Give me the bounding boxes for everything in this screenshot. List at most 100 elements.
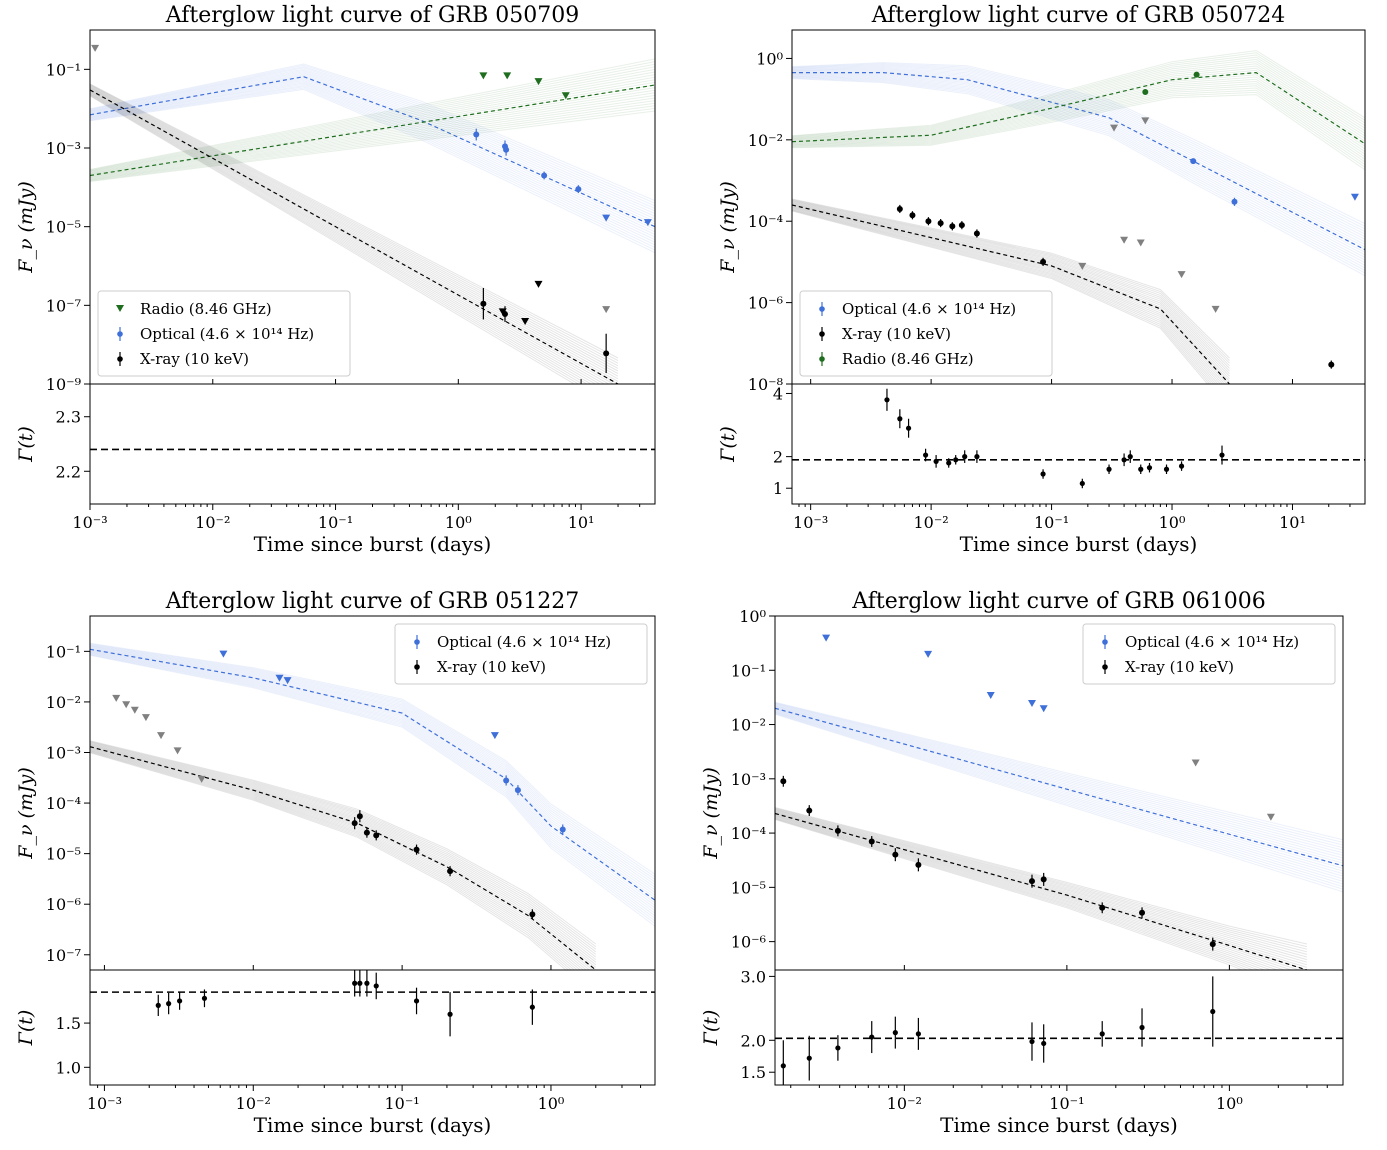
- chart-1-ytick-label-2: 10⁻⁵: [46, 218, 81, 237]
- chart-3-model-1-sample-2: [90, 741, 597, 950]
- chart-1-upper-limit-1: [479, 72, 488, 80]
- chart-1-model-2-median: [90, 89, 619, 384]
- chart-3-detection-3: [351, 820, 358, 827]
- chart-1-upper-limit-8: [521, 317, 530, 325]
- chart-4-gtick-label-0: 1.5: [741, 1063, 766, 1082]
- chart-4-gamma-label: Γ(t): [700, 1010, 722, 1047]
- chart-2-gamma-point-15: [1146, 465, 1153, 471]
- chart-1-upper-limit-2: [503, 72, 512, 80]
- chart-3-model-0-sample-4: [90, 645, 655, 886]
- chart-2-detection-11: [1190, 158, 1197, 165]
- chart-2-model-2-sample-18: [792, 209, 1213, 384]
- chart-3-detection-5: [363, 829, 370, 836]
- chart-1-model-0-sample-14: [90, 81, 655, 238]
- chart-1-ytick-label-1: 10⁻⁷: [46, 296, 81, 315]
- chart-3-model-0-sample-7: [90, 647, 655, 893]
- chart-1-model-1-sample-3: [90, 66, 655, 172]
- chart-2-upper-limit-6: [1211, 305, 1220, 313]
- chart-1-model-2-sample-7: [90, 87, 619, 377]
- chart-3-model-1-sample-12: [90, 747, 591, 970]
- chart-2-model-1-sample-3: [792, 56, 1365, 138]
- chart-1-model-0-sample-1: [90, 64, 655, 204]
- chart-1-models: [90, 44, 655, 384]
- chart-2-ytick-label-1: 10⁻⁶: [748, 294, 783, 313]
- chart-4-detection-9: [1139, 909, 1146, 916]
- chart-4-model-0-sample-15: [775, 710, 1343, 880]
- chart-1-upper-limit-5: [602, 214, 611, 222]
- chart-2-model-0-sample-15: [792, 75, 1365, 264]
- chart-4-model-0-sample-9: [775, 707, 1343, 864]
- chart-4-ytick-label-4: 10⁻²: [731, 716, 766, 735]
- chart-2-gamma-frame: [791, 383, 1366, 505]
- chart-3-gamma-point-7: [373, 983, 379, 989]
- chart-2-model-2-sample-2: [792, 199, 1230, 364]
- chart-4-model-0-sample-5: [775, 704, 1343, 854]
- chart-4-ytick-label-1: 10⁻⁵: [731, 878, 766, 897]
- chart-1-upper-limit-9: [534, 280, 543, 288]
- chart-3-model-1-sample-1: [90, 740, 597, 947]
- chart-3-detection-0: [503, 777, 510, 784]
- chart-3-model-1-sample-3: [90, 742, 597, 953]
- chart-2-detection-1: [909, 212, 916, 219]
- chart-4-model-0-sample-18: [775, 712, 1343, 888]
- chart-2-gamma-point-3: [923, 452, 929, 458]
- chart-2-model-2-sample-15: [792, 207, 1219, 384]
- chart-3-model-0-median: [90, 648, 655, 901]
- chart-2-model-2-sample-4: [792, 200, 1230, 369]
- chart-3-gtick-label-0: 1.0: [56, 1058, 81, 1077]
- chart-1-model-0-sample-16: [90, 83, 655, 243]
- chart-4-detection-6: [1028, 878, 1035, 885]
- chart-2-model-2-median: [792, 204, 1230, 384]
- chart-1-upper-limit-3: [534, 78, 543, 86]
- chart-2-model-0-sample-11: [792, 72, 1365, 253]
- chart-2-xtick-label-0: 10⁻³: [793, 513, 828, 532]
- chart-1-legend-marker-1: [117, 331, 123, 337]
- chart-4-ytick-label-5: 10⁻¹: [731, 661, 766, 680]
- chart-1-model-1-sample-9: [90, 81, 655, 176]
- chart-1-legend-label-0: Radio (8.46 GHz): [140, 300, 272, 318]
- chart-3-gamma-point-10: [529, 1004, 535, 1010]
- chart-4-model-1-sample-19: [775, 818, 1249, 970]
- chart-1-model-2-sample-3: [90, 85, 619, 367]
- chart-1-detection-4: [575, 186, 582, 193]
- chart-2-model-1-sample-20: [792, 94, 1365, 171]
- chart-4-gamma-point-4: [892, 1030, 898, 1036]
- chart-1-xlabel: Time since burst (days): [254, 532, 492, 556]
- chart-4-model-0-sample-3: [775, 703, 1343, 849]
- chart-4-model-1-sample-11: [775, 813, 1301, 970]
- chart-2-upper-limit-0: [1078, 262, 1087, 270]
- chart-4-upper-limit-1: [924, 650, 933, 658]
- chart-4-model-1-sample-6: [775, 810, 1308, 961]
- chart-2-model-0-sample-16: [792, 75, 1365, 266]
- chart-4-legend-marker-0: [1102, 639, 1108, 645]
- chart-1-legend-label-2: X-ray (10 keV): [140, 350, 249, 368]
- chart-2-legend-box: [799, 290, 1053, 377]
- chart-1-detection-3: [541, 172, 548, 179]
- chart-4-xtick-label-2: 10⁰: [1216, 1094, 1243, 1113]
- chart-3-ytick-label-0: 10⁻⁷: [46, 946, 81, 965]
- chart-4-models: [775, 634, 1343, 970]
- chart-4-legend-label-1: X-ray (10 keV): [1125, 658, 1234, 676]
- chart-2-gamma-point-2: [905, 425, 912, 431]
- chart-3-legend-marker-1: [414, 664, 420, 670]
- chart-3-model-0-sample-11: [90, 649, 655, 904]
- chart-2-model-0-sample-0: [792, 62, 1365, 225]
- chart-4-gamma-point-2: [835, 1045, 841, 1051]
- chart-1-model-2-sample-14: [90, 91, 601, 384]
- chart-2-gamma-point-5: [946, 460, 952, 466]
- chart-1-ytick-label-4: 10⁻¹: [46, 60, 81, 79]
- chart-4-upper-limit-6: [1266, 813, 1275, 821]
- chart-3-model-0-sample-6: [90, 646, 655, 891]
- chart-1-model-0-sample-7: [90, 72, 655, 220]
- chart-2-gamma-point-1: [897, 416, 903, 422]
- chart-2-legend-label-0: Optical (4.6 × 10¹⁴ Hz): [842, 300, 1016, 318]
- chart-1-model-2-sample-6: [90, 87, 619, 375]
- chart-4-model-1-sample-2: [775, 808, 1308, 950]
- chart-1-detection-6: [501, 311, 508, 318]
- chart-2-gamma-point-7: [962, 454, 968, 460]
- chart-2-model-2-sample-1: [792, 199, 1230, 361]
- chart-2-gamma-point-16: [1163, 466, 1170, 472]
- chart-2-model-1-sample-12: [792, 76, 1365, 150]
- chart-2-gamma-points: [884, 388, 1225, 489]
- chart-4-model-0-sample-12: [775, 708, 1343, 872]
